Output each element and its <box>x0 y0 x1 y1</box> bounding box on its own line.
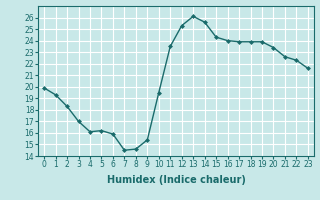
X-axis label: Humidex (Indice chaleur): Humidex (Indice chaleur) <box>107 175 245 185</box>
